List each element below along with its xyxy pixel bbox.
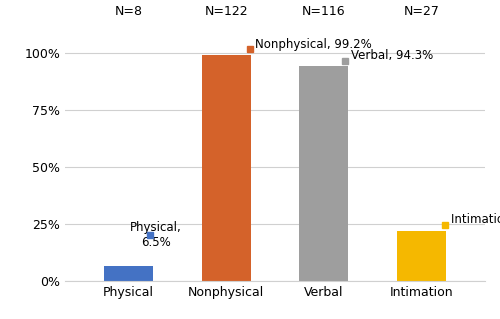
Bar <box>397 231 446 281</box>
Bar <box>300 66 348 281</box>
Bar <box>104 266 153 281</box>
Text: N=122: N=122 <box>204 4 248 18</box>
Text: Verbal, 94.3%: Verbal, 94.3% <box>351 49 434 62</box>
Text: Nonphysical, 99.2%: Nonphysical, 99.2% <box>256 38 372 51</box>
Bar <box>202 55 250 281</box>
Text: N=27: N=27 <box>404 4 440 18</box>
Text: Intimation, 22.0%: Intimation, 22.0% <box>451 213 500 226</box>
Text: N=8: N=8 <box>114 4 142 18</box>
Text: Physical,
6.5%: Physical, 6.5% <box>130 221 182 249</box>
Text: N=116: N=116 <box>302 4 346 18</box>
